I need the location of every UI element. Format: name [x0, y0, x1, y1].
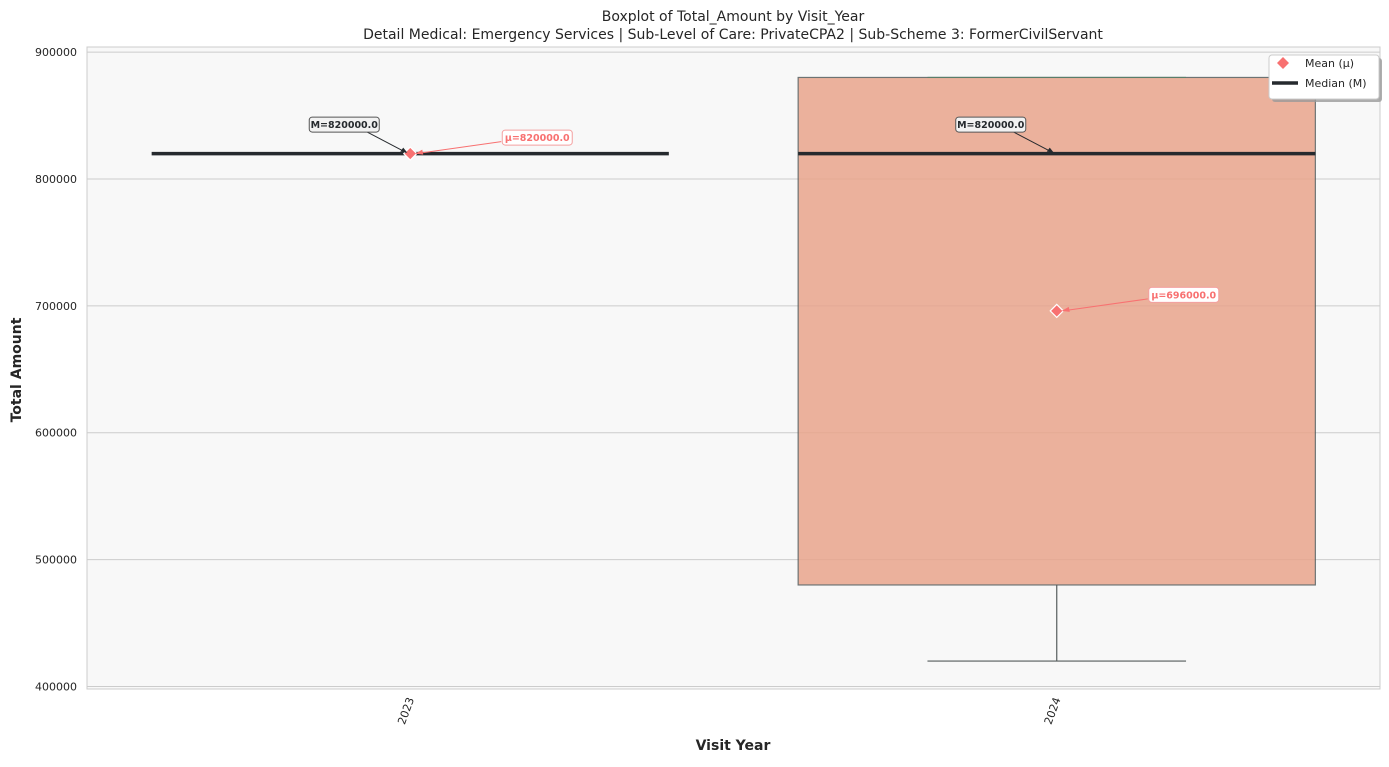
y-tick-label: 400000 [35, 680, 77, 693]
legend-item-mean: Mean (μ) [1277, 57, 1354, 70]
mean-annotation: μ=820000.0 [501, 129, 573, 146]
mean-arrowhead [415, 149, 424, 155]
legend-item-median: Median (M) [1272, 77, 1367, 90]
legend-mean-marker [1277, 57, 1289, 69]
y-axis-ticks: 400000 500000 600000 700000 800000 900000 [35, 46, 77, 693]
median-arrowhead [400, 147, 408, 153]
mean-arrowhead [1061, 306, 1070, 312]
x-axis-label: Visit Year [696, 738, 771, 754]
mean-annotation-text: μ=696000.0 [1151, 290, 1216, 301]
legend-median-label: Median (M) [1305, 77, 1367, 90]
y-tick-label: 900000 [35, 46, 77, 59]
y-tick-label: 600000 [35, 427, 77, 440]
mean-annotation-box [1148, 286, 1220, 303]
median-arrow [366, 131, 407, 154]
median-arrow [1012, 131, 1053, 154]
mean-annotation-text: μ=820000.0 [505, 133, 570, 144]
median-annotation-text: M=820000.0 [957, 120, 1025, 131]
box-2024 [797, 76, 1316, 662]
mean-annotation-box [501, 129, 573, 146]
boxes-layer [151, 76, 1316, 662]
annotations-layer: M=820000.0 μ=820000.0 M=820000.0 μ=696000.0 [308, 116, 1220, 312]
mean-arrow [416, 141, 502, 155]
chart-title: Boxplot of Total_Amount by Visit_Year [602, 9, 865, 25]
y-axis-label: Total Amount [9, 317, 25, 422]
median-annotation: M=820000.0 [955, 116, 1027, 133]
median-arrowhead [1046, 147, 1054, 153]
median-annotation: M=820000.0 [308, 116, 380, 133]
mean-annotation: μ=696000.0 [1148, 286, 1220, 303]
mean-marker [1049, 303, 1065, 319]
box-body [797, 76, 1316, 586]
median-annotation-text: M=820000.0 [311, 120, 379, 131]
y-tick-label: 700000 [35, 300, 77, 313]
mean-arrow [1062, 298, 1148, 312]
x-tick-label: 2023 [395, 696, 417, 727]
chart-subtitle: Detail Medical: Emergency Services | Sub… [363, 27, 1103, 43]
legend-mean-label: Mean (μ) [1305, 57, 1354, 70]
legend: Mean (μ) Median (M) [1268, 54, 1382, 102]
median-annotation-box [955, 116, 1027, 133]
median-annotation-box [308, 116, 380, 133]
x-tick-label: 2024 [1042, 696, 1064, 727]
y-tick-label: 800000 [35, 173, 77, 186]
y-tick-label: 500000 [35, 554, 77, 567]
x-axis-ticks: 2023 2024 [395, 696, 1063, 727]
